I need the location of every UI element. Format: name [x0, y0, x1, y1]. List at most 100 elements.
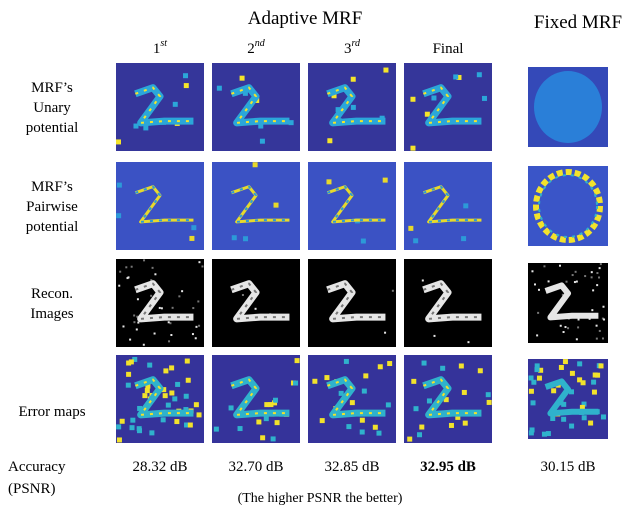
pixel — [255, 308, 257, 310]
pixel — [168, 321, 170, 323]
pixel — [129, 359, 134, 364]
pixel — [376, 431, 381, 436]
pixel — [118, 285, 120, 287]
pixel — [487, 400, 492, 405]
pixel — [531, 270, 533, 272]
pixel — [600, 263, 602, 265]
pixel — [143, 344, 145, 346]
pixel — [198, 325, 200, 327]
pixel — [482, 96, 487, 101]
pixel — [184, 394, 189, 399]
pixel — [169, 322, 171, 324]
pixel — [197, 412, 202, 417]
pixel — [173, 102, 178, 107]
pixel — [410, 146, 415, 151]
pixel — [529, 430, 534, 435]
pixel — [392, 290, 394, 292]
pixel — [603, 318, 605, 320]
pixel — [293, 381, 298, 386]
pixel — [326, 179, 331, 184]
pixel — [431, 95, 436, 100]
image-tile — [212, 355, 300, 443]
image-tile — [308, 259, 396, 347]
pixel — [410, 97, 415, 102]
image-tile — [404, 355, 492, 443]
image-tile — [404, 63, 492, 151]
pixel — [575, 271, 577, 273]
pixel — [560, 325, 562, 327]
pixel — [137, 428, 142, 433]
pixel — [582, 415, 587, 420]
pixel — [174, 419, 179, 424]
image-tile — [308, 355, 396, 443]
pixel — [161, 307, 163, 309]
pixel — [178, 295, 180, 297]
pixel — [599, 330, 601, 332]
pixel — [360, 418, 365, 423]
pixel — [570, 371, 575, 376]
fixed-image-tile — [528, 166, 608, 246]
pixel — [264, 416, 269, 421]
pixel — [126, 383, 131, 388]
pixel — [271, 436, 276, 441]
pixel — [183, 73, 188, 78]
pixel — [413, 238, 418, 243]
pixel — [563, 331, 565, 333]
group-title: Adaptive MRF — [248, 8, 363, 29]
pixel — [362, 389, 367, 394]
pixel — [407, 437, 412, 442]
pixel — [422, 361, 427, 366]
psnr-value: 32.95 dB — [420, 459, 476, 475]
image-bg — [308, 162, 396, 250]
column-base: 3 — [344, 41, 352, 57]
pixel — [536, 334, 538, 336]
pixel — [149, 430, 154, 435]
fixed-image-tile — [528, 67, 608, 147]
pixel — [327, 138, 332, 143]
column-header: 3rd — [344, 38, 361, 57]
pixel — [461, 236, 466, 241]
pixel — [425, 112, 430, 117]
pixel — [563, 359, 568, 364]
pixel — [534, 283, 536, 285]
page: {"header": {"group_title": "Adaptive MRF… — [0, 0, 639, 510]
pixel — [602, 337, 604, 339]
accuracy-label: Accuracy — [8, 459, 66, 475]
pixel — [143, 125, 148, 130]
pixel — [591, 271, 593, 273]
pixel — [188, 423, 193, 428]
pixel — [344, 359, 349, 364]
pixel — [214, 427, 219, 432]
pixel — [189, 236, 194, 241]
pixel — [427, 398, 432, 403]
pixel — [195, 326, 197, 328]
image-tile — [212, 259, 300, 347]
column-header: 1st — [153, 38, 167, 57]
pixel — [133, 314, 135, 316]
image-tile — [116, 63, 204, 151]
pixel — [387, 361, 392, 366]
fixed-image-tile — [528, 359, 608, 439]
image-bg — [212, 259, 300, 347]
pixel — [408, 226, 413, 231]
pixel — [154, 273, 156, 275]
pixel — [542, 432, 547, 437]
row-label: Pairwise — [26, 199, 78, 215]
pixel — [373, 425, 378, 430]
pixel — [240, 76, 245, 81]
pixel — [462, 390, 467, 395]
pixel — [119, 271, 121, 273]
image-tile — [116, 259, 204, 347]
pixel — [598, 276, 600, 278]
pixel — [260, 435, 265, 440]
image-bg — [308, 355, 396, 443]
column-header: 2nd — [247, 38, 266, 57]
image-tile — [116, 162, 204, 250]
pixel — [320, 418, 325, 423]
pixel — [449, 423, 454, 428]
row-label: MRF’s — [31, 80, 73, 96]
pixel — [577, 326, 579, 328]
pixel — [168, 340, 170, 342]
caption: (The higher PSNR the better) — [238, 491, 403, 506]
pixel — [596, 325, 598, 327]
